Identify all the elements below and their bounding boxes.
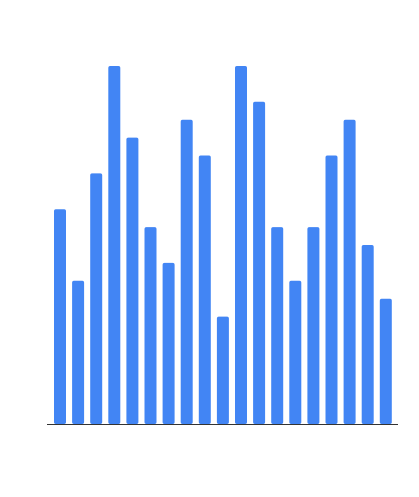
- bar-18: [361, 245, 374, 424]
- bars-layer: [54, 66, 392, 425]
- bar-11: [235, 66, 247, 424]
- bar-12: [253, 101, 266, 425]
- bar-17: [343, 119, 356, 424]
- bar-5: [126, 137, 139, 424]
- bar-19: [379, 298, 392, 424]
- bar-4: [108, 66, 121, 424]
- bar-1: [54, 209, 66, 424]
- bar-10: [216, 316, 229, 424]
- bar-14: [289, 280, 302, 424]
- bar-13: [271, 227, 284, 424]
- bar-3: [90, 173, 103, 424]
- bar-2: [72, 280, 85, 424]
- bar-7: [162, 262, 175, 424]
- bar-8: [180, 119, 193, 424]
- bar-9: [198, 155, 211, 424]
- bar-6: [144, 227, 157, 424]
- bar-16: [325, 155, 338, 424]
- bar-15: [307, 227, 320, 424]
